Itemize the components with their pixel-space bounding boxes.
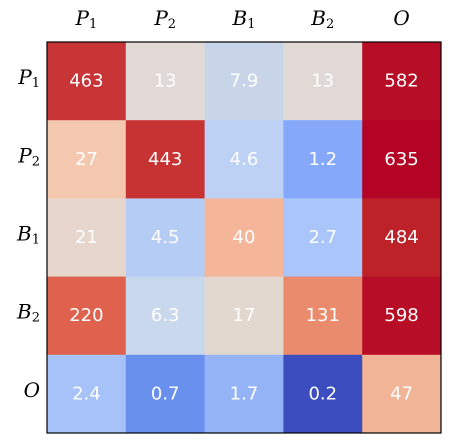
cell-value-label: 47 bbox=[390, 383, 413, 404]
cell-value-label: 443 bbox=[148, 149, 182, 170]
x-tick-label-subscript: 1 bbox=[89, 17, 97, 32]
cell-value-label: 220 bbox=[69, 305, 103, 326]
heatmap-cell-r3-c4 bbox=[362, 276, 442, 356]
y-tick-label-subscript: 2 bbox=[32, 310, 40, 325]
heatmap-cell-r4-c0 bbox=[47, 354, 127, 434]
heatmap-cell-r2-c1 bbox=[125, 198, 206, 278]
cell-value-label: 598 bbox=[384, 305, 418, 326]
x-tick-label-base: B bbox=[232, 6, 248, 30]
cell-value-label: 27 bbox=[75, 149, 98, 170]
heatmap-cell-r0-c3 bbox=[283, 42, 363, 121]
heatmap-cell-r4-c3 bbox=[283, 354, 363, 434]
cell-value-label: 1.2 bbox=[308, 149, 337, 170]
heatmap-cell-r0-c2 bbox=[204, 42, 284, 121]
heatmap-cell-r2-c4 bbox=[362, 198, 442, 278]
heatmap-cell-r3-c3 bbox=[283, 276, 363, 356]
y-tick-label: P1 bbox=[17, 65, 40, 91]
x-tick-label: O bbox=[393, 6, 409, 30]
heatmap-cell-r2-c3 bbox=[283, 198, 363, 278]
heatmap-cell-r4-c1 bbox=[125, 354, 206, 434]
heatmap-cells: 463 13 7.9 13 582 27 443 4.6 1.2 635 21 4.5 40 2.7 484… bbox=[47, 42, 442, 434]
cell-value-label: 21 bbox=[75, 227, 98, 248]
x-tick-label-subscript: 1 bbox=[247, 17, 255, 32]
y-tick-label: P2 bbox=[17, 143, 40, 169]
plot-frame bbox=[46, 41, 442, 434]
y-tick-label-base: B bbox=[16, 300, 32, 324]
heatmap-cell-r1-c1 bbox=[125, 120, 206, 199]
cell-value-label: 2.7 bbox=[308, 227, 337, 248]
heatmap-cell-r2-c0 bbox=[47, 198, 127, 278]
x-tick-label-base: P bbox=[75, 6, 90, 30]
cell-value-label: 6.3 bbox=[151, 305, 180, 326]
cell-value-label: 17 bbox=[233, 305, 256, 326]
x-tick-label-base: O bbox=[393, 6, 409, 30]
cell-value-label: 463 bbox=[69, 71, 103, 92]
y-tick-label-base: O bbox=[24, 378, 40, 402]
heatmap-cell-r0-c1 bbox=[125, 42, 206, 121]
heatmap-cell-r3-c1 bbox=[125, 276, 206, 356]
y-tick-label-subscript: 1 bbox=[32, 76, 40, 91]
heatmap-cell-r1-c4 bbox=[362, 120, 442, 199]
heatmap-cell-r1-c0 bbox=[47, 120, 127, 199]
heatmap-cell-r4-c4 bbox=[362, 354, 442, 434]
cell-value-label: 13 bbox=[154, 71, 177, 92]
heatmap-cell-r1-c2 bbox=[204, 120, 284, 199]
x-tick-label: P1 bbox=[75, 6, 98, 32]
heatmap-cell-r3-c0 bbox=[47, 276, 127, 356]
x-tick-label-base: P bbox=[153, 6, 168, 30]
cell-value-label: 484 bbox=[384, 227, 418, 248]
x-tick-label-subscript: 2 bbox=[168, 17, 176, 32]
y-tick-label-base: B bbox=[16, 222, 32, 246]
y-tick-label: B1 bbox=[16, 222, 40, 248]
x-tick-label: B2 bbox=[310, 6, 334, 32]
x-tick-label-base: B bbox=[310, 6, 326, 30]
heatmap-cell-r4-c2 bbox=[204, 354, 284, 434]
x-tick-label: B1 bbox=[232, 6, 256, 32]
y-tick-label: O bbox=[24, 378, 40, 402]
cell-value-label: 2.4 bbox=[72, 383, 101, 404]
cell-value-label: 13 bbox=[311, 71, 334, 92]
heatmap-cell-r3-c2 bbox=[204, 276, 284, 356]
heatmap-cell-r2-c2 bbox=[204, 198, 284, 278]
cell-value-label: 40 bbox=[233, 227, 256, 248]
cell-value-label: 4.5 bbox=[151, 227, 180, 248]
cell-value-label: 7.9 bbox=[230, 71, 259, 92]
x-tick-labels: P1 P2 B1 B2 O bbox=[75, 6, 410, 32]
y-tick-label-subscript: 2 bbox=[32, 154, 40, 169]
x-tick-label: P2 bbox=[153, 6, 176, 32]
y-tick-label-base: P bbox=[17, 65, 32, 89]
cell-value-label: 1.7 bbox=[230, 383, 259, 404]
cell-value-label: 4.6 bbox=[230, 149, 259, 170]
heatmap-cell-r0-c0 bbox=[47, 42, 127, 121]
y-tick-label: B2 bbox=[16, 300, 40, 326]
cell-value-label: 635 bbox=[384, 149, 418, 170]
cell-value-label: 0.2 bbox=[308, 383, 337, 404]
cell-value-label: 582 bbox=[384, 71, 418, 92]
y-tick-label-base: P bbox=[17, 143, 32, 167]
heatmap-cell-r0-c4 bbox=[362, 42, 442, 121]
cell-value-label: 131 bbox=[306, 305, 340, 326]
cell-value-label: 0.7 bbox=[151, 383, 180, 404]
y-tick-label-subscript: 1 bbox=[32, 232, 40, 247]
heatmap-cell-r1-c3 bbox=[283, 120, 363, 199]
x-tick-label-subscript: 2 bbox=[326, 17, 334, 32]
